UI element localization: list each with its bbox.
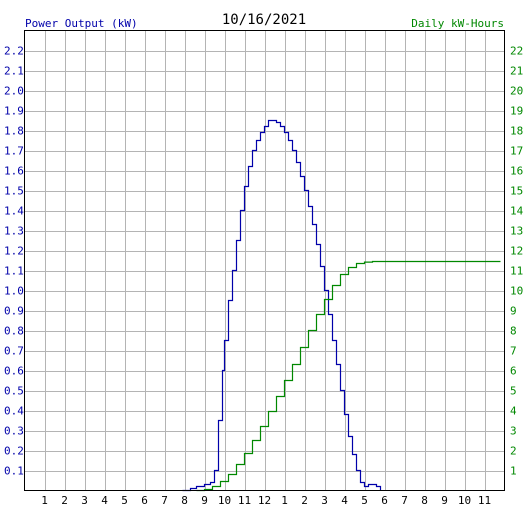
y-right-tick-label: 21 [510,65,523,78]
y-left-tick-label: 0.2 [4,445,24,458]
y-right-tick-label: 3 [510,425,517,438]
x-tick-label: 7 [401,494,408,507]
x-tick-label: 4 [341,494,348,507]
x-tick-label: 11 [478,494,491,507]
x-tick-label: 5 [121,494,128,507]
x-tick-label: 8 [421,494,428,507]
x-tick-label: 1 [41,494,48,507]
y-left-tick-label: 1.9 [4,105,24,118]
chart-title: 10/16/2021 [222,12,306,28]
y-left-tick-label: 0.4 [4,405,24,418]
y-left-tick-label: 1.4 [4,205,24,218]
y-right-tick-label: 7 [510,345,517,358]
x-tick-label: 8 [181,494,188,507]
series-layer [182,119,501,492]
left-axis-label: Power Output (kW) [25,17,138,30]
y-left-tick-label: 0.5 [4,385,24,398]
x-tick-label: 1 [281,494,288,507]
y-right-tick-label: 4 [510,405,517,418]
y-left-tick-label: 1.1 [4,265,24,278]
x-tick-label: 7 [161,494,168,507]
y-right-tick-label: 1 [510,465,517,478]
y-left-tick-label: 2.2 [4,45,24,58]
x-tick-label: 3 [81,494,88,507]
y-right-tick-label: 6 [510,365,517,378]
y-left-tick-label: 0.3 [4,425,24,438]
y-right-tick-label: 16 [510,165,523,178]
y-right-tick-label: 12 [510,245,523,258]
y-left-tick-label: 2.1 [4,65,24,78]
y-right-tick-label: 13 [510,225,523,238]
x-tick-label: 6 [381,494,388,507]
x-tick-label: 4 [101,494,108,507]
right-axis-label: Daily kW-Hours [411,17,504,30]
y-left-tick-label: 1.2 [4,245,24,258]
y-right-tick-label: 20 [510,85,523,98]
x-tick-label: 2 [61,494,68,507]
y-left-tick-label: 0.9 [4,305,24,318]
x-tick-label: 10 [458,494,471,507]
y-right-tick-label: 9 [510,305,517,318]
y-left-tick-label: 0.1 [4,465,24,478]
x-tick-label: 12 [258,494,271,507]
y-left-tick-label: 1.3 [4,225,24,238]
daily-kwh-line [196,260,501,492]
y-right-tick-label: 8 [510,325,517,338]
y-left-tick-label: 0.6 [4,365,24,378]
y-right-tick-label: 11 [510,265,523,278]
y-left-tick-label: 1.5 [4,185,24,198]
x-tick-label: 3 [321,494,328,507]
x-tick-label: 9 [201,494,208,507]
x-tick-labels: 1 2 3 4 5 6 7 8 9 10 11 12 1 2 3 4 5 6 7 8 9 10 11 [41,494,491,507]
y-right-tick-label: 17 [510,145,523,158]
y-right-tick-label: 14 [510,205,524,218]
y-left-tick-labels: 0.1 0.2 0.3 0.4 0.5 0.6 0.7 0.8 0.9 1.0 1.1 1.2 1.3 1… [4,45,24,478]
y-right-tick-label: 19 [510,105,523,118]
y-left-tick-label: 1.7 [4,145,24,158]
plot-frame [24,30,505,491]
x-tick-label: 10 [218,494,231,507]
y-left-tick-label: 1.0 [4,285,24,298]
y-left-tick-label: 2.0 [4,85,24,98]
y-right-tick-label: 10 [510,285,523,298]
y-right-tick-label: 18 [510,125,523,138]
y-left-tick-label: 1.8 [4,125,24,138]
y-right-tick-label: 22 [510,45,523,58]
power-output-line [182,119,382,492]
y-left-tick-label: 0.8 [4,325,24,338]
x-tick-label: 11 [238,494,251,507]
y-right-tick-label: 5 [510,385,517,398]
grid-lines [24,30,505,491]
y-left-tick-label: 0.7 [4,345,24,358]
x-tick-label: 2 [301,494,308,507]
y-right-tick-label: 15 [510,185,523,198]
y-left-tick-label: 1.6 [4,165,24,178]
x-tick-label: 9 [441,494,448,507]
x-tick-label: 6 [141,494,148,507]
x-tick-label: 5 [361,494,368,507]
y-right-tick-label: 2 [510,445,517,458]
